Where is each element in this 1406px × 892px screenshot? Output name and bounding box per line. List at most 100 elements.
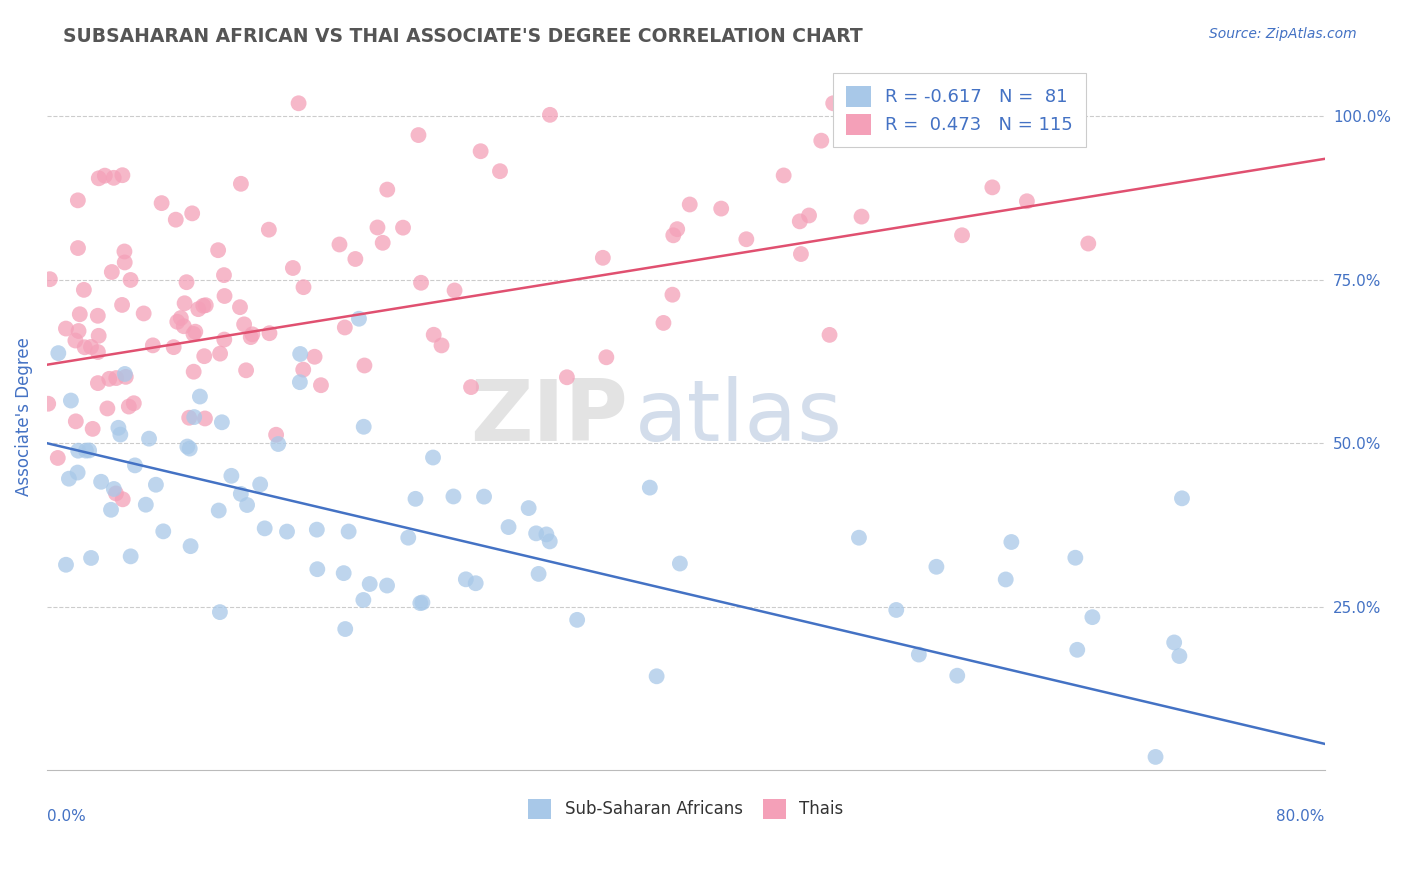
Point — [66, 466, 89, 480]
Point — [163, 340, 186, 354]
Point — [166, 315, 188, 329]
Point — [307, 562, 329, 576]
Point — [111, 298, 134, 312]
Point — [884, 603, 907, 617]
Point — [536, 527, 558, 541]
Point — [194, 298, 217, 312]
Point — [524, 526, 547, 541]
Text: atlas: atlas — [634, 376, 842, 458]
Point — [249, 477, 271, 491]
Point — [353, 419, 375, 434]
Point — [122, 396, 145, 410]
Point — [810, 134, 832, 148]
Point — [292, 280, 315, 294]
Point — [193, 299, 215, 313]
Point — [735, 232, 758, 246]
Point — [352, 593, 374, 607]
Point — [409, 276, 432, 290]
Point — [110, 427, 132, 442]
Point — [489, 164, 512, 178]
Point — [848, 531, 870, 545]
Point — [267, 437, 290, 451]
Point — [77, 443, 100, 458]
Point — [90, 475, 112, 489]
Point — [194, 411, 217, 425]
Point — [229, 300, 252, 314]
Point — [37, 397, 59, 411]
Point — [46, 450, 69, 465]
Point — [209, 346, 232, 360]
Point — [305, 523, 328, 537]
Point — [366, 220, 388, 235]
Point — [592, 251, 614, 265]
Point — [464, 576, 486, 591]
Point — [193, 349, 215, 363]
Point — [104, 486, 127, 500]
Point — [176, 440, 198, 454]
Point — [184, 325, 207, 339]
Point — [183, 365, 205, 379]
Point — [181, 206, 204, 220]
Point — [75, 443, 97, 458]
Point — [287, 96, 309, 111]
Point — [332, 566, 354, 581]
Point — [304, 350, 326, 364]
Point — [347, 311, 370, 326]
Point — [652, 316, 675, 330]
Point — [789, 214, 811, 228]
Point — [55, 558, 77, 572]
Point — [950, 228, 973, 243]
Point — [661, 287, 683, 301]
Point — [235, 363, 257, 377]
Point — [422, 327, 444, 342]
Point — [851, 210, 873, 224]
Point — [214, 289, 236, 303]
Point — [1081, 610, 1104, 624]
Text: SUBSAHARAN AFRICAN VS THAI ASSOCIATE'S DEGREE CORRELATION CHART: SUBSAHARAN AFRICAN VS THAI ASSOCIATE'S D… — [63, 27, 863, 45]
Point — [94, 169, 117, 183]
Point — [183, 326, 205, 341]
Point — [98, 372, 121, 386]
Point — [981, 180, 1004, 194]
Point — [408, 128, 430, 142]
Point — [179, 442, 201, 456]
Point — [212, 268, 235, 282]
Point — [67, 324, 90, 338]
Point — [188, 390, 211, 404]
Point — [454, 572, 477, 586]
Point — [335, 622, 357, 636]
Point — [1171, 491, 1194, 506]
Point — [114, 367, 136, 381]
Point — [207, 243, 229, 257]
Point — [328, 237, 350, 252]
Point — [105, 371, 128, 385]
Point — [375, 183, 398, 197]
Point — [669, 557, 692, 571]
Point — [396, 531, 419, 545]
Point — [1064, 550, 1087, 565]
Point — [292, 362, 315, 376]
Point — [565, 613, 588, 627]
Point — [173, 319, 195, 334]
Point — [405, 491, 427, 506]
Point — [66, 241, 89, 255]
Point — [187, 302, 209, 317]
Point — [100, 503, 122, 517]
Point — [430, 338, 453, 352]
Point — [58, 472, 80, 486]
Point — [409, 596, 432, 610]
Point — [229, 177, 252, 191]
Point — [120, 273, 142, 287]
Point — [142, 338, 165, 352]
Point — [87, 171, 110, 186]
Point — [66, 194, 89, 208]
Point — [55, 321, 77, 335]
Point — [87, 328, 110, 343]
Point — [422, 450, 444, 465]
Point — [211, 415, 233, 429]
Point — [138, 432, 160, 446]
Point — [1000, 535, 1022, 549]
Point — [111, 492, 134, 507]
Point — [208, 503, 231, 517]
Point — [538, 534, 561, 549]
